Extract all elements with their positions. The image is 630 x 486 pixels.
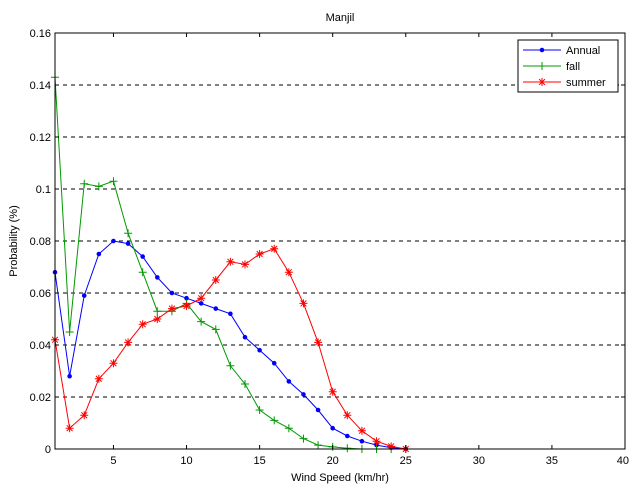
data-point bbox=[211, 325, 220, 334]
y-tick-label: 0.04 bbox=[30, 340, 51, 352]
chart-title: Manjil bbox=[326, 12, 355, 24]
data-point bbox=[255, 250, 264, 258]
data-point bbox=[124, 229, 133, 238]
data-point bbox=[125, 241, 131, 246]
data-point bbox=[226, 361, 235, 370]
data-point bbox=[299, 299, 308, 308]
legend-label: Annual bbox=[566, 45, 600, 57]
data-point bbox=[138, 268, 147, 277]
data-point bbox=[242, 334, 248, 340]
data-point bbox=[211, 276, 220, 284]
legend-item-fall: fall bbox=[523, 61, 580, 73]
data-point bbox=[65, 328, 74, 336]
data-point bbox=[270, 244, 279, 253]
data-point bbox=[182, 302, 191, 310]
data-point bbox=[286, 379, 292, 384]
data-point bbox=[284, 424, 293, 433]
data-point bbox=[271, 360, 277, 366]
y-tick-label: 0.1 bbox=[36, 184, 51, 196]
y-tick-label: 0.06 bbox=[30, 288, 51, 300]
legend-item-summer: summer bbox=[523, 77, 606, 89]
y-axis-title: Probability (%) bbox=[8, 205, 20, 277]
legend-label: fall bbox=[566, 61, 580, 73]
plot-area bbox=[55, 33, 625, 449]
data-point bbox=[65, 424, 74, 433]
data-point bbox=[330, 425, 335, 431]
data-point bbox=[345, 433, 350, 439]
data-point bbox=[387, 442, 396, 451]
y-tick-label: 0.16 bbox=[30, 28, 51, 40]
y-tick-label: 0.08 bbox=[30, 236, 51, 248]
series-group bbox=[51, 73, 410, 453]
data-point bbox=[538, 62, 546, 70]
data-point bbox=[124, 338, 133, 347]
data-point bbox=[94, 182, 103, 191]
data-point bbox=[301, 392, 306, 397]
x-tick-label: 25 bbox=[400, 455, 412, 467]
data-point bbox=[138, 320, 147, 329]
data-point bbox=[538, 78, 546, 86]
data-point bbox=[328, 387, 337, 396]
data-point bbox=[539, 47, 545, 53]
legend-item-annual: Annual bbox=[523, 45, 600, 57]
x-tick-label: 15 bbox=[253, 455, 265, 467]
series-fall bbox=[51, 73, 410, 453]
data-point bbox=[372, 437, 381, 446]
data-point bbox=[284, 268, 293, 277]
data-point bbox=[255, 406, 264, 414]
data-point bbox=[359, 438, 365, 444]
data-point bbox=[314, 338, 323, 347]
legend: Annual fall summer bbox=[517, 39, 619, 93]
x-tick-label: 20 bbox=[327, 455, 339, 467]
legend-label: summer bbox=[566, 77, 606, 89]
data-point bbox=[241, 260, 249, 269]
data-point bbox=[343, 411, 352, 420]
x-tick-label: 10 bbox=[180, 455, 192, 467]
data-point bbox=[153, 315, 162, 323]
x-tick-label: 5 bbox=[110, 455, 116, 467]
y-tick-label: 0.14 bbox=[30, 80, 51, 92]
data-point bbox=[80, 411, 89, 420]
y-tick-label: 0.02 bbox=[30, 392, 51, 404]
data-point bbox=[167, 304, 176, 313]
data-point bbox=[197, 317, 206, 326]
data-point bbox=[111, 238, 116, 244]
data-point bbox=[343, 444, 352, 453]
x-tick-label: 30 bbox=[473, 455, 485, 467]
data-point bbox=[169, 290, 175, 296]
data-point bbox=[315, 407, 321, 413]
data-point bbox=[81, 293, 87, 298]
x-tick-label: 40 bbox=[617, 455, 629, 467]
data-point bbox=[270, 416, 279, 425]
data-point bbox=[314, 441, 323, 450]
data-point bbox=[213, 306, 219, 311]
data-point bbox=[226, 257, 235, 266]
data-point bbox=[197, 294, 206, 303]
data-point bbox=[109, 359, 118, 368]
data-point bbox=[241, 380, 249, 388]
data-point bbox=[153, 307, 162, 316]
x-axis-title: Wind Speed (km/hr) bbox=[291, 472, 389, 484]
x-tick-label: 35 bbox=[546, 455, 558, 467]
axis-ticks: 0 0.02 0.04 0.06 0.08 0.1 0.12 0.14 0.16 5 10 15 20 2… bbox=[30, 28, 629, 467]
data-point bbox=[299, 434, 308, 443]
data-point bbox=[357, 426, 366, 435]
y-tick-label: 0 bbox=[45, 444, 51, 456]
series-summer bbox=[51, 244, 410, 453]
data-point bbox=[94, 374, 103, 383]
data-point bbox=[80, 179, 89, 188]
data-point bbox=[228, 311, 233, 317]
y-tick-label: 0.12 bbox=[30, 132, 51, 144]
data-point bbox=[257, 347, 262, 353]
data-point bbox=[96, 251, 102, 257]
data-point bbox=[109, 177, 118, 186]
data-point bbox=[140, 254, 145, 259]
data-point bbox=[155, 275, 160, 280]
data-point bbox=[67, 373, 72, 379]
